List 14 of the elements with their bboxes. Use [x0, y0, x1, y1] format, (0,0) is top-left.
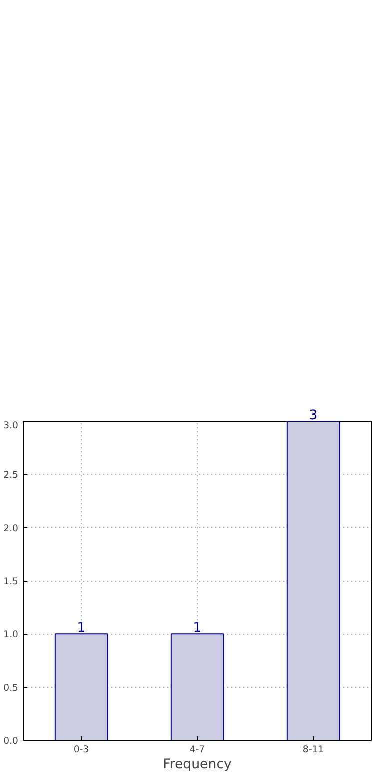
x-tick-label: 8-11 [302, 744, 324, 756]
data-label: 1 [193, 621, 202, 636]
y-tick-label: 3.0 [4, 420, 19, 432]
y-tick-label: 2.0 [4, 523, 19, 534]
x-axis-title: Frequency [163, 758, 232, 772]
y-tick-label: 1.5 [4, 576, 19, 588]
y-tick-label: 0.0 [4, 736, 19, 747]
x-tick-label: 4-7 [190, 744, 206, 756]
data-label: 1 [77, 621, 86, 636]
x-tick-label: 0-3 [74, 744, 90, 756]
y-tick-label: 0.5 [4, 682, 19, 694]
data-label: 3 [309, 408, 318, 424]
y-tick-label: 1.0 [4, 630, 19, 641]
y-tick-label: 2.5 [4, 470, 19, 482]
